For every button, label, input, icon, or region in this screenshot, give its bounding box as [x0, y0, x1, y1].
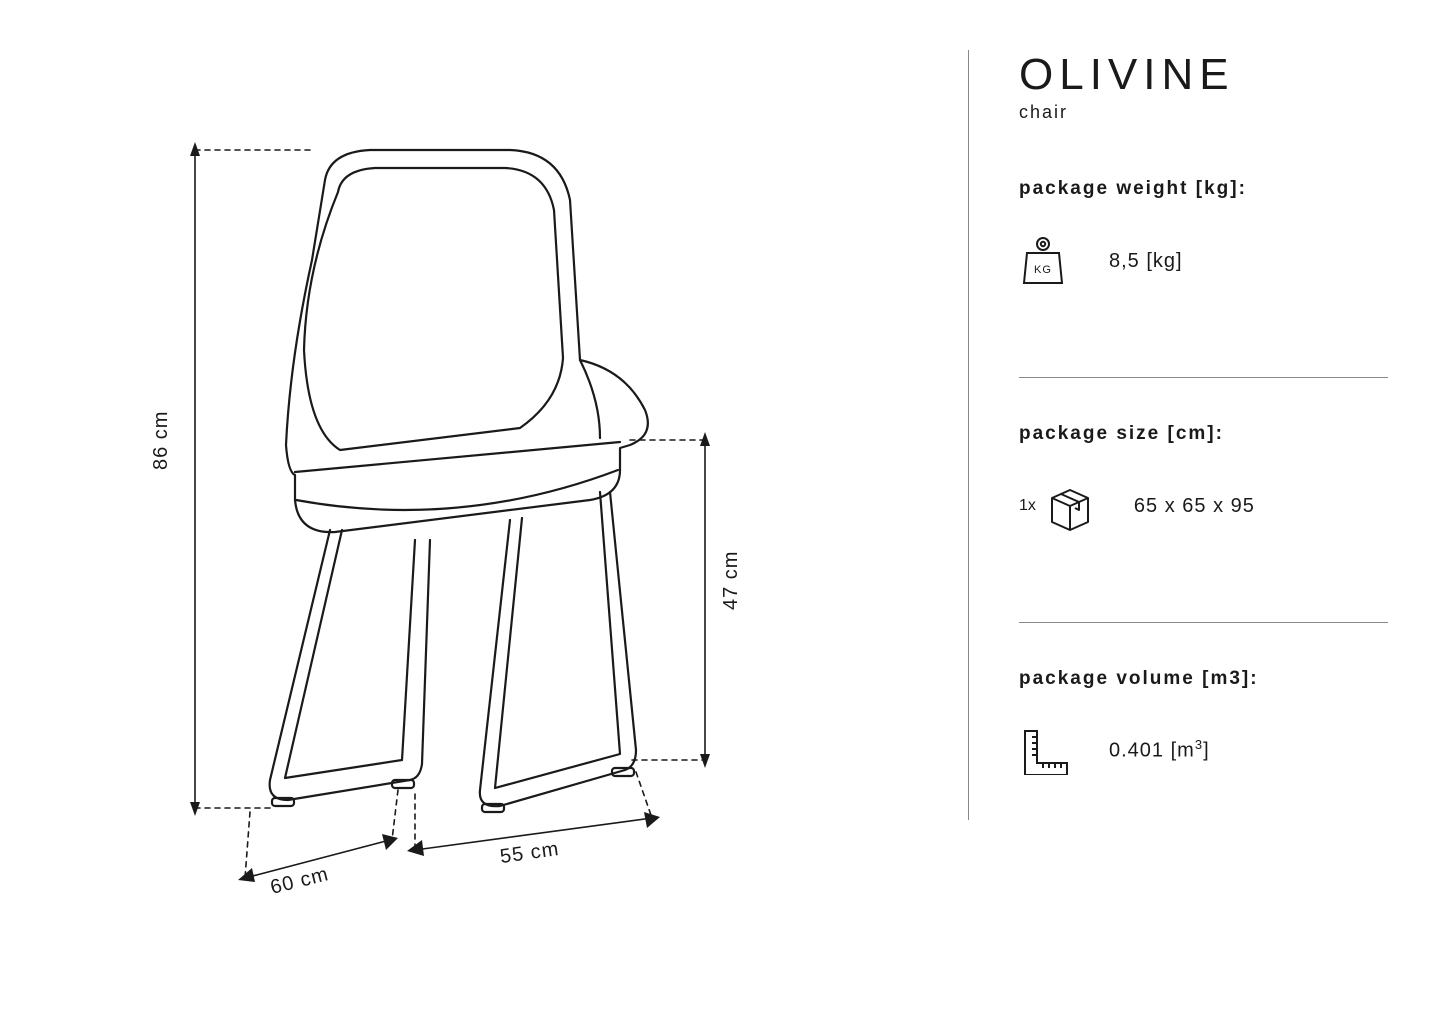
- info-panel: OLIVINE chair package weight [kg]: KG 8,…: [968, 50, 1388, 820]
- spec-size-label: package size [cm]:: [1019, 423, 1388, 445]
- box-icon: [1044, 480, 1104, 532]
- spec-weight: package weight [kg]: KG 8,5 [kg]: [1019, 178, 1388, 332]
- svg-text:KG: KG: [1034, 264, 1052, 276]
- spec-volume-value: 0.401 [m3]: [1109, 737, 1210, 763]
- spec-size: package size [cm]: 1x 65 x 65 x 95: [1019, 377, 1388, 577]
- spec-volume: package volume [m3]:: [1019, 622, 1388, 820]
- chair-svg: [80, 100, 860, 900]
- product-title: OLIVINE: [1019, 50, 1388, 100]
- chair-diagram: 86 cm 47 cm 60 cm 55 cm: [80, 100, 860, 900]
- product-type: chair: [1019, 102, 1388, 123]
- spec-size-qty: 1x: [1019, 497, 1036, 515]
- spec-weight-label: package weight [kg]:: [1019, 178, 1388, 200]
- weight-icon: KG: [1019, 235, 1079, 287]
- ruler-icon: [1019, 725, 1079, 775]
- spec-weight-value: 8,5 [kg]: [1109, 250, 1183, 273]
- dim-height-total: 86 cm: [150, 411, 173, 470]
- spec-volume-label: package volume [m3]:: [1019, 668, 1388, 690]
- spec-size-value: 65 x 65 x 95: [1134, 495, 1255, 518]
- dim-seat-height: 47 cm: [720, 551, 743, 610]
